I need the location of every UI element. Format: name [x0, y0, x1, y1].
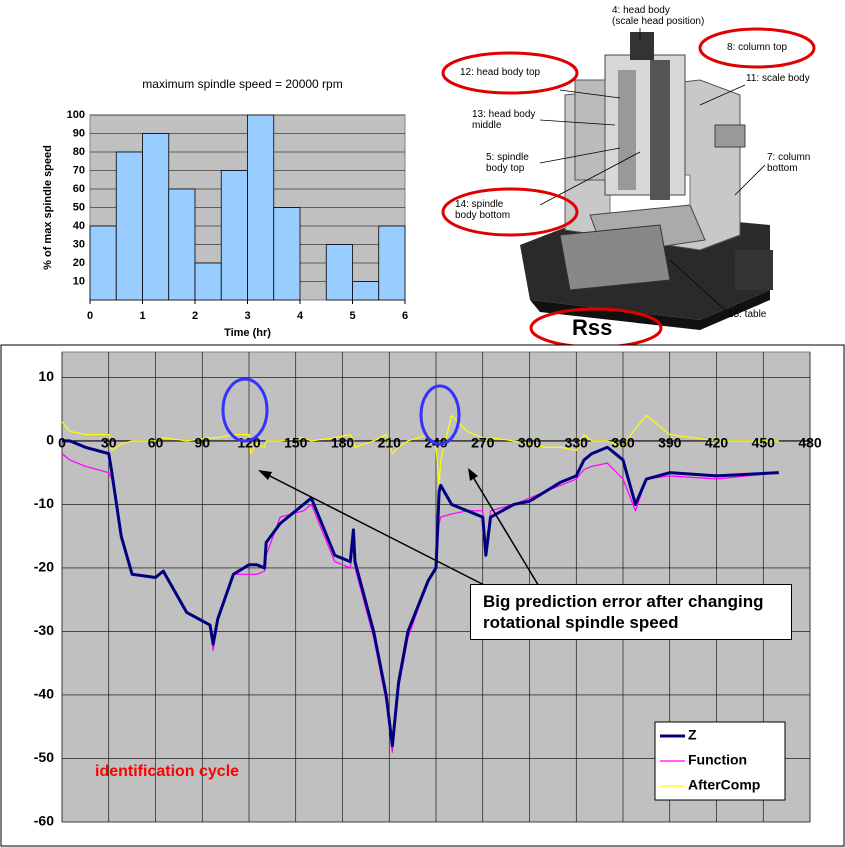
annotation-box: Big prediction error after changing rota… — [470, 584, 792, 640]
y-axis-label: % of max spindle speed — [42, 145, 54, 270]
y-tick-label: -10 — [34, 495, 54, 511]
diagram-label: 4: head body — [612, 5, 670, 16]
x-tick-label: 150 — [284, 435, 308, 451]
legend-label: Function — [688, 752, 747, 768]
bar — [90, 226, 116, 300]
diagram-label: 14: spindle body bottom — [455, 199, 517, 221]
x-tick-label: 330 — [565, 435, 589, 451]
y-tick-label: 10 — [38, 368, 54, 384]
x-tick-label: 420 — [705, 435, 729, 451]
bar — [326, 245, 352, 301]
bar — [274, 208, 300, 301]
y-tick-label: 10 — [73, 275, 85, 287]
y-tick-label: 60 — [73, 183, 85, 195]
diagram-label: 5: spindle body top — [486, 152, 538, 174]
y-tick-label: -20 — [34, 559, 54, 575]
bar — [116, 152, 142, 300]
x-tick-label: 60 — [148, 435, 164, 451]
y-tick-label: -60 — [34, 813, 54, 829]
chart-title: maximum spindle speed = 20000 rpm — [142, 77, 342, 91]
x-tick-label: 480 — [798, 435, 822, 451]
y-tick-label: 100 — [67, 109, 85, 121]
x-tick-label: 180 — [331, 435, 355, 451]
bar — [195, 263, 221, 300]
legend-label: Z — [688, 727, 697, 743]
y-tick-label: 30 — [73, 238, 85, 250]
bar — [353, 282, 379, 301]
x-tick-label: 360 — [611, 435, 635, 451]
x-tick-label: 210 — [378, 435, 402, 451]
y-tick-label: 0 — [46, 432, 54, 448]
y-tick-label: 80 — [73, 146, 85, 158]
y-tick-label: -30 — [34, 622, 54, 638]
y-tick-label: 50 — [73, 201, 85, 213]
diagram-label: 15: table — [728, 309, 766, 320]
y-tick-label: -40 — [34, 686, 54, 702]
x-tick-label: 450 — [752, 435, 776, 451]
x-tick-label: 2 — [192, 310, 198, 322]
annotation: identification cycle — [95, 763, 239, 780]
page: maximum spindle speed = 20000 rpm1020304… — [0, 0, 845, 847]
bar — [379, 226, 405, 300]
bar — [248, 115, 274, 300]
x-tick-label: 6 — [402, 310, 408, 322]
x-tick-label: 90 — [194, 435, 210, 451]
diagram-label: 12: head body top — [460, 67, 540, 78]
legend-label: AfterComp — [688, 777, 760, 793]
x-tick-label: 5 — [349, 310, 355, 322]
x-tick-label: 270 — [471, 435, 495, 451]
diagram-label: 13: head body middle — [472, 109, 540, 131]
x-axis-label: Time (hr) — [224, 327, 271, 339]
figure: maximum spindle speed = 20000 rpm1020304… — [0, 0, 845, 847]
diagram-label: 7: column bottom — [767, 152, 817, 174]
x-tick-label: 0 — [58, 435, 66, 451]
y-tick-label: -50 — [34, 749, 54, 765]
bar — [169, 189, 195, 300]
x-tick-label: 1 — [139, 310, 145, 322]
bar — [221, 171, 247, 301]
bar — [143, 134, 169, 301]
x-tick-label: 30 — [101, 435, 117, 451]
y-tick-label: 90 — [73, 127, 85, 139]
diagram-label: 8: column top — [727, 42, 787, 53]
y-tick-label: 40 — [73, 220, 85, 232]
diagram-label: Rss — [572, 315, 612, 341]
x-tick-label: 390 — [658, 435, 682, 451]
y-tick-label: 20 — [73, 257, 85, 269]
diagram-label: (scale head position) — [612, 16, 704, 27]
x-tick-label: 300 — [518, 435, 542, 451]
diagram-label: 11: scale body — [746, 73, 810, 84]
x-tick-label: 0 — [87, 310, 93, 322]
x-tick-label: 4 — [297, 310, 304, 322]
x-tick-label: 3 — [244, 310, 250, 322]
y-tick-label: 70 — [73, 164, 85, 176]
